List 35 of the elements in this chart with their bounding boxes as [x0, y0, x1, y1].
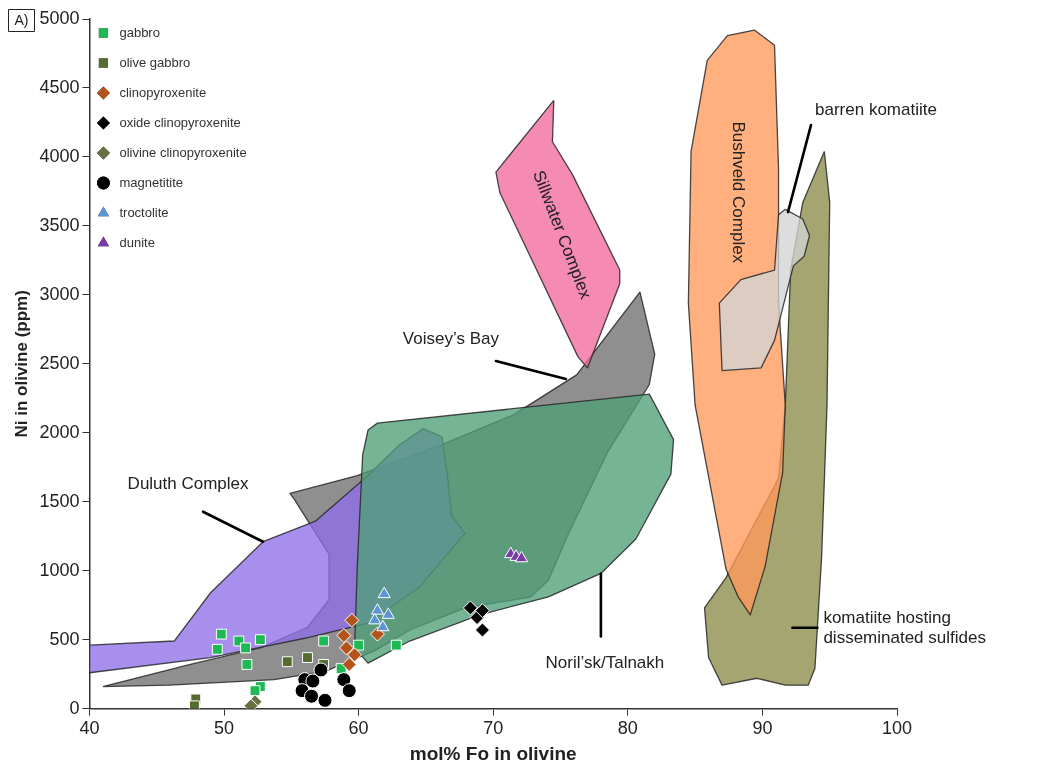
y-tick-label: 4500: [39, 76, 80, 97]
y-tick-label: 1000: [39, 559, 80, 580]
series-label: Bushveld Complex: [729, 121, 749, 264]
legend-label: oxide clinopyroxenite: [119, 114, 241, 130]
y-tick-label: 4000: [39, 145, 80, 166]
annotation: Duluth Complex: [127, 474, 250, 494]
y-tick-label: 3000: [39, 283, 80, 304]
legend-label: olivine clinopyroxenite: [119, 144, 247, 160]
x-tick-label: 70: [483, 718, 504, 739]
y-tick-label: 5000: [39, 7, 80, 28]
x-tick-label: 50: [214, 718, 235, 739]
y-axis-title: Ni in olivine (ppm): [11, 290, 31, 438]
legend-label: clinopyroxenite: [119, 84, 207, 100]
x-tick-label: 80: [617, 718, 638, 739]
legend-label: troctolite: [119, 204, 169, 220]
text: A): [14, 11, 29, 28]
y-tick-label: 1500: [39, 490, 80, 511]
x-axis-title: mol% Fo in olivine: [409, 742, 577, 764]
x-tick-label: 100: [881, 718, 913, 739]
legend-label: dunite: [119, 234, 155, 250]
annotation: Noril’sk/Talnakh: [545, 653, 665, 673]
y-tick-label: 500: [49, 628, 80, 649]
x-tick-label: 90: [752, 718, 773, 739]
legend-label: magnetitite: [119, 174, 184, 190]
legend-label: gabbro: [119, 24, 160, 40]
annotation: komatiite hosting disseminated sulfides: [823, 607, 986, 647]
x-tick-label: 60: [348, 718, 369, 739]
y-tick-label: 0: [69, 697, 80, 718]
annotation: barren komatiite: [815, 99, 937, 119]
y-tick-label: 3500: [39, 214, 80, 235]
annotation: Voisey’s Bay: [402, 328, 500, 348]
legend-label: olive gabbro: [119, 54, 191, 70]
y-tick-label: 2500: [39, 352, 80, 373]
y-tick-label: 2000: [39, 421, 80, 442]
x-tick-label: 40: [79, 718, 100, 739]
